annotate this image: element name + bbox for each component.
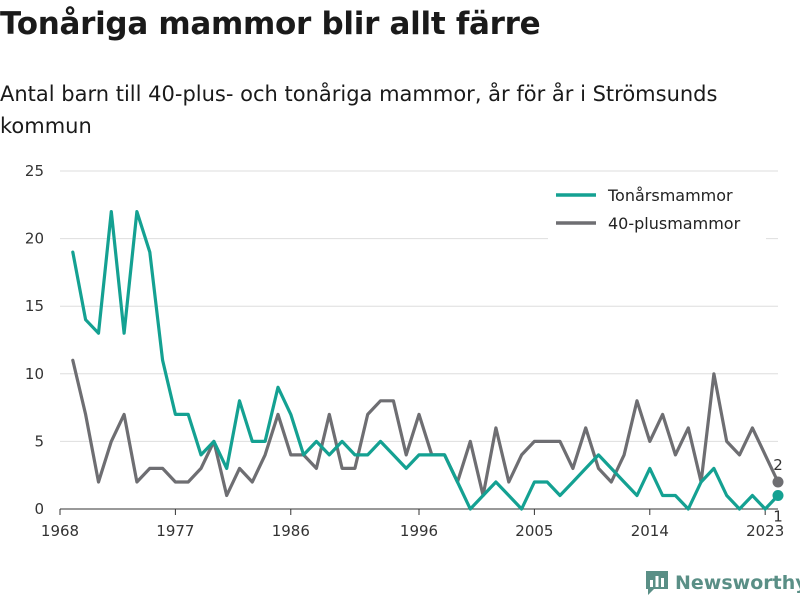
newsworthy-logo-icon [646,571,668,595]
series-line-40-plusmammor [71,358,780,498]
y-tick-label: 0 [34,500,44,518]
x-tick-label: 1968 [41,522,79,540]
x-tick-label: 1986 [272,522,310,540]
y-tick-label: 10 [25,365,44,383]
legend-background [548,180,766,240]
y-tick-label: 25 [25,162,44,180]
axis-layer: 0 5 10 15 20 25 1968 1977 1986 1996 2005 2014 2023 [25,162,784,540]
series-end-marker [772,489,784,501]
page-title: Tonåriga mammor blir allt färre [0,6,541,42]
x-tick-label: 1996 [400,522,438,540]
x-tick-label: 1977 [156,522,194,540]
brand-name: Newsworthy [675,572,800,594]
page-subtitle: Antal barn till 40-plus- och tonåriga ma… [0,82,718,138]
series-end-marker [772,476,784,488]
legend-label: Tonårsmammor [607,186,733,205]
series-line-tonarsmammor [71,210,780,511]
series-end-label: 2 [773,456,783,474]
x-tick-label: 2005 [515,522,553,540]
x-tick-label: 2014 [631,522,669,540]
series-end-label: 1 [773,507,783,525]
y-tick-label: 15 [25,297,44,315]
series-layer: 21 [71,210,784,525]
legend-label: 40-plusmammor [608,214,741,233]
brand-logo: Newsworthy [645,568,800,598]
y-tick-label: 20 [25,230,44,248]
x-tick-label: 2023 [746,522,784,540]
legend: Tonårsmammor 40-plusmammor [548,180,766,240]
y-tick-label: 5 [34,432,44,450]
